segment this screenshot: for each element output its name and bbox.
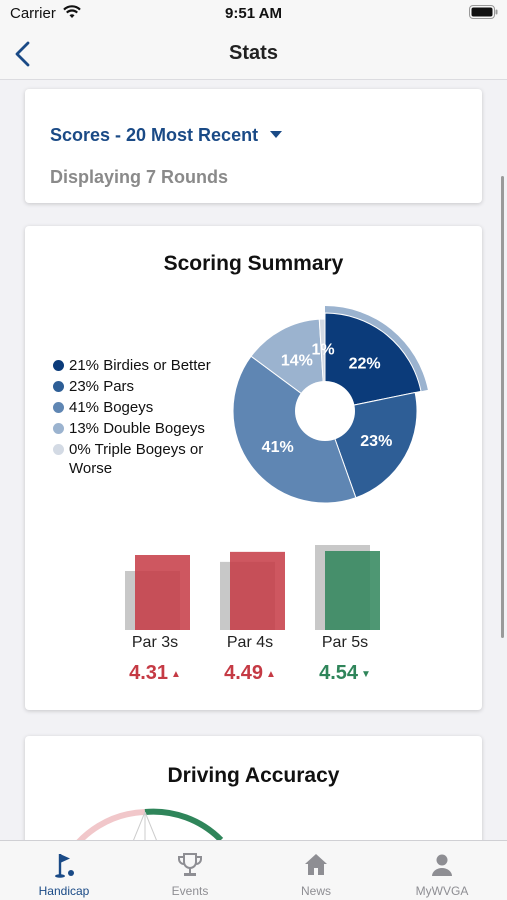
scrollbar[interactable]	[501, 176, 504, 638]
legend-item: 13% Double Bogeys	[53, 419, 228, 438]
page-title: Stats	[229, 42, 278, 64]
legend-item: 21% Birdies or Better	[53, 356, 228, 375]
par-bar	[135, 555, 190, 630]
legend-item: 0% Triple Bogeys or Worse	[53, 440, 228, 478]
legend-dot	[53, 381, 64, 392]
tab-label: Handicap	[38, 884, 90, 898]
pie-slice-label: 22%	[349, 355, 381, 372]
clock: 9:51 AM	[225, 5, 282, 22]
scoring-summary-title: Scoring Summary	[163, 252, 344, 275]
par-average-value: 4.49	[224, 662, 264, 684]
scoring-summary-card: Scoring Summary 21% Birdies or Better 23…	[25, 226, 482, 710]
par-average: 4.54 ▼	[300, 662, 390, 685]
tab-news[interactable]: News	[253, 841, 379, 900]
tab-mywvga[interactable]: MyWVGA	[379, 841, 505, 900]
par-label: Par 5s	[321, 634, 369, 651]
par-label: Par 4s	[226, 634, 274, 651]
battery-icon	[469, 5, 499, 24]
navigation-bar: Stats	[0, 28, 507, 80]
legend-dot	[53, 423, 64, 434]
status-bar: Carrier 9:51 AM	[0, 0, 507, 28]
back-button[interactable]	[10, 38, 38, 70]
tab-label: News	[300, 884, 331, 898]
legend-dot	[53, 402, 64, 413]
driving-accuracy-title: Driving Accuracy	[167, 764, 340, 787]
legend-label: 23% Pars	[69, 378, 135, 395]
tab-bar: Handicap Events News	[0, 840, 507, 900]
driving-accuracy-card: Driving Accuracy	[25, 736, 482, 840]
par-bar-chart	[125, 544, 380, 630]
legend-label: 13% Double Bogeys	[69, 420, 205, 437]
filter-card: Scores - 20 Most Recent Displaying 7 Rou…	[25, 89, 482, 203]
score-range-dropdown[interactable]: Scores - 20 Most Recent	[50, 125, 283, 146]
stats-content[interactable]: Scores - 20 Most Recent Displaying 7 Rou…	[0, 80, 507, 840]
scoring-legend: 21% Birdies or Better 23% Pars 41% Bogey…	[53, 356, 228, 480]
par-average-value: 4.31	[129, 662, 169, 684]
trend-up-icon: ▲	[266, 669, 276, 680]
trend-down-icon: ▼	[361, 669, 371, 680]
trophy-icon	[176, 851, 204, 884]
legend-item: 23% Pars	[53, 377, 228, 396]
pie-slice-label: 14%	[281, 352, 313, 369]
driving-accuracy-gauge	[76, 808, 224, 840]
golf-flag-icon	[51, 851, 77, 884]
par-bar	[230, 551, 285, 630]
legend-label: 0% Triple Bogeys or Worse	[69, 441, 204, 477]
pie-hole	[295, 381, 355, 441]
tab-events[interactable]: Events	[127, 841, 253, 900]
tab-label: Events	[171, 884, 209, 898]
pie-slice-label: 23%	[360, 433, 392, 450]
pie-slice-label: 41%	[262, 439, 294, 456]
rounds-count-label: Displaying 7 Rounds	[50, 167, 229, 187]
par-average-value: 4.54	[319, 662, 359, 684]
legend-label: 41% Bogeys	[69, 399, 154, 416]
legend-dot	[53, 444, 64, 455]
pie-slice-label: 1%	[311, 341, 334, 358]
caret-down-icon	[270, 131, 283, 138]
trend-up-icon: ▲	[171, 669, 181, 680]
tab-label: MyWVGA	[415, 884, 469, 898]
scoring-pie-chart: 22% 23% 41% 14%1%	[232, 306, 428, 504]
pie-slice[interactable]	[232, 355, 357, 504]
score-range-label: Scores - 20 Most Recent	[50, 125, 259, 145]
par-average: 4.31 ▲	[110, 662, 200, 685]
carrier-label: Carrier	[10, 5, 56, 22]
legend-label: 21% Birdies or Better	[69, 357, 211, 374]
par-average: 4.49 ▲	[205, 662, 295, 685]
home-icon	[302, 851, 330, 884]
legend-item: 41% Bogeys	[53, 398, 228, 417]
par-label: Par 3s	[131, 634, 179, 651]
par-bar	[325, 550, 380, 630]
legend-dot	[53, 360, 64, 371]
wifi-icon	[62, 4, 82, 25]
pie-slice[interactable]	[324, 312, 422, 412]
tab-handicap[interactable]: Handicap	[1, 841, 127, 900]
chevron-left-icon	[15, 41, 30, 67]
person-icon	[428, 851, 456, 884]
